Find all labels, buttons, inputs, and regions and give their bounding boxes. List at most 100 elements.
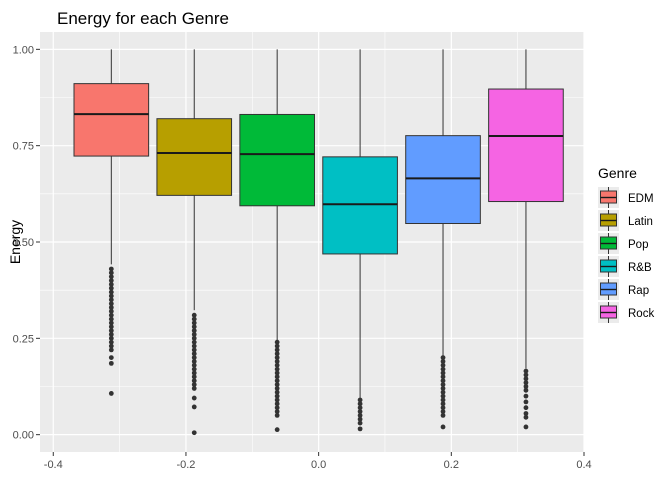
outlier-point	[191, 335, 197, 341]
outlier-point	[191, 343, 197, 349]
outlier-point	[191, 362, 197, 368]
outlier-point	[274, 362, 280, 368]
outlier-point	[274, 359, 280, 364]
outlier-point	[191, 382, 197, 387]
outlier-point	[440, 370, 446, 376]
outlier-point	[357, 401, 363, 407]
outlier-point	[191, 351, 197, 357]
outlier-point	[191, 378, 197, 384]
outlier-point	[523, 411, 529, 416]
outlier-point	[523, 424, 529, 430]
outlier-point	[440, 412, 446, 418]
iqr-box	[73, 83, 150, 157]
outlier-point	[357, 420, 363, 426]
outlier-point	[108, 266, 114, 272]
outlier-point	[523, 376, 529, 382]
legend-label: Rap	[628, 285, 649, 297]
outlier-point	[274, 386, 280, 391]
outlier-point	[191, 324, 197, 330]
outlier-point	[357, 412, 363, 418]
outlier-point	[440, 386, 446, 391]
box-rap	[405, 49, 481, 430]
outlier-point	[274, 393, 280, 399]
outlier-point	[274, 347, 280, 353]
iqr-box	[239, 113, 315, 207]
outlier-point	[108, 278, 114, 283]
iqr-box	[405, 135, 481, 225]
outlier-point	[108, 343, 114, 349]
box-latin	[156, 49, 233, 436]
outlier-point	[523, 414, 529, 420]
outlier-point	[440, 389, 446, 395]
box-rock	[488, 49, 564, 430]
outlier-point	[191, 320, 197, 326]
outlier-point	[440, 405, 446, 411]
outlier-point	[440, 355, 446, 360]
outlier-point	[191, 312, 197, 318]
outlier-point	[191, 359, 197, 364]
outlier-point	[357, 416, 363, 422]
outlier-point	[191, 395, 197, 401]
outlier-point	[108, 339, 114, 345]
outlier-point	[357, 426, 363, 432]
outlier-point	[274, 366, 280, 372]
outlier-point	[523, 380, 529, 386]
outlier-point	[274, 339, 280, 345]
outlier-point	[274, 409, 280, 414]
legend-item-rock: Rock	[598, 302, 654, 323]
outlier-point	[191, 332, 197, 337]
legend-item-rap: Rap	[598, 279, 649, 300]
box-rb	[322, 49, 398, 432]
iqr-box	[156, 118, 233, 196]
outlier-point	[440, 397, 446, 403]
box-edm	[73, 49, 150, 396]
outlier-point	[440, 366, 446, 372]
outlier-point	[108, 320, 114, 326]
legend: Genre EDM Latin Pop R&B Rap Rock	[598, 165, 654, 323]
outlier-point	[440, 382, 446, 387]
y-axis: 0.00 0.25 0.50 0.75 1.00	[13, 44, 40, 442]
outlier-point	[274, 397, 280, 403]
outlier-point	[523, 368, 529, 374]
x-tick-label: -0.4	[44, 459, 63, 471]
outlier-point	[191, 370, 197, 376]
outlier-point	[191, 386, 197, 391]
x-axis: -0.4 -0.2 0.0 0.2 0.4	[44, 452, 592, 471]
legend-label: Latin	[628, 216, 653, 228]
chart-title: Energy for each Genre	[57, 9, 229, 28]
outlier-point	[357, 397, 363, 403]
y-tick-label: 0.00	[13, 430, 34, 442]
outlier-point	[108, 312, 114, 318]
outlier-point	[191, 374, 197, 380]
y-tick-label: 0.50	[13, 237, 34, 249]
outlier-point	[108, 289, 114, 295]
outlier-point	[108, 391, 114, 396]
outlier-point	[108, 308, 114, 314]
iqr-box	[488, 88, 564, 203]
outlier-point	[274, 351, 280, 357]
outlier-point	[108, 347, 114, 353]
outlier-point	[108, 355, 114, 360]
y-tick-label: 1.00	[13, 44, 34, 56]
box-pop	[239, 49, 315, 433]
x-tick-label: 0.2	[444, 459, 459, 471]
outlier-point	[274, 401, 280, 407]
legend-title: Genre	[598, 165, 637, 181]
legend-item-latin: Latin	[598, 210, 653, 231]
y-tick-label: 0.25	[13, 333, 34, 345]
outlier-point	[440, 424, 446, 430]
outlier-point	[274, 382, 280, 387]
outlier-point	[108, 270, 114, 276]
x-tick-label: 0.0	[311, 459, 326, 471]
outlier-point	[523, 384, 529, 389]
outlier-point	[357, 409, 363, 414]
outlier-point	[274, 343, 280, 349]
outlier-point	[108, 335, 114, 341]
outlier-point	[523, 405, 529, 411]
outlier-point	[108, 360, 114, 366]
outlier-point	[274, 389, 280, 395]
x-tick-label: -0.2	[176, 459, 195, 471]
outlier-point	[191, 404, 197, 410]
legend-label: EDM	[628, 193, 654, 205]
